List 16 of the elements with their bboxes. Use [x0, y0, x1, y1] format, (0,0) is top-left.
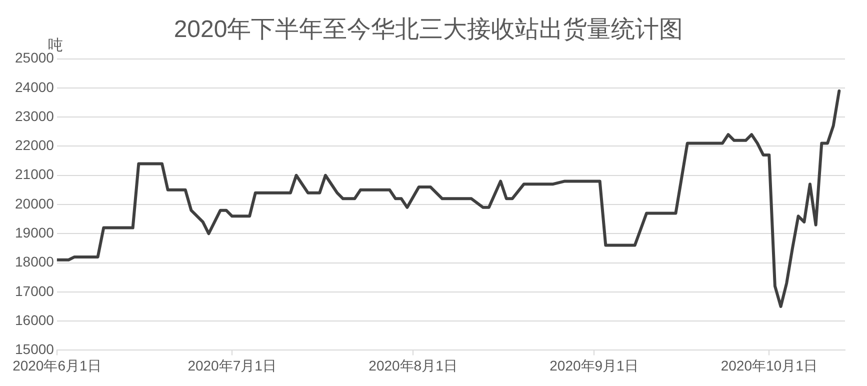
y-tick-label: 24000 — [14, 78, 54, 95]
x-tick-label: 2020年9月1日 — [550, 357, 638, 374]
y-tick-label: 23000 — [14, 108, 54, 124]
y-tick-label: 19000 — [14, 224, 54, 240]
y-tick-label: 18000 — [14, 254, 54, 270]
x-tick-label: 2020年7月1日 — [188, 357, 276, 374]
chart-title: 2020年下半年至今华北三大接收站出货量统计图 — [174, 16, 684, 44]
x-tick-label: 2020年6月1日 — [12, 357, 102, 374]
y-tick-label: 22000 — [14, 137, 54, 154]
y-tick-label: 20000 — [14, 195, 54, 212]
y-tick-label: 15000 — [14, 341, 54, 358]
x-tick-label: 2020年8月1日 — [368, 357, 458, 374]
x-tick-label: 2020年10月1日 — [720, 357, 818, 374]
y-tick-label: 21000 — [14, 166, 54, 182]
y-tick-label: 17000 — [14, 282, 54, 299]
y-tick-label: 16000 — [14, 312, 54, 328]
